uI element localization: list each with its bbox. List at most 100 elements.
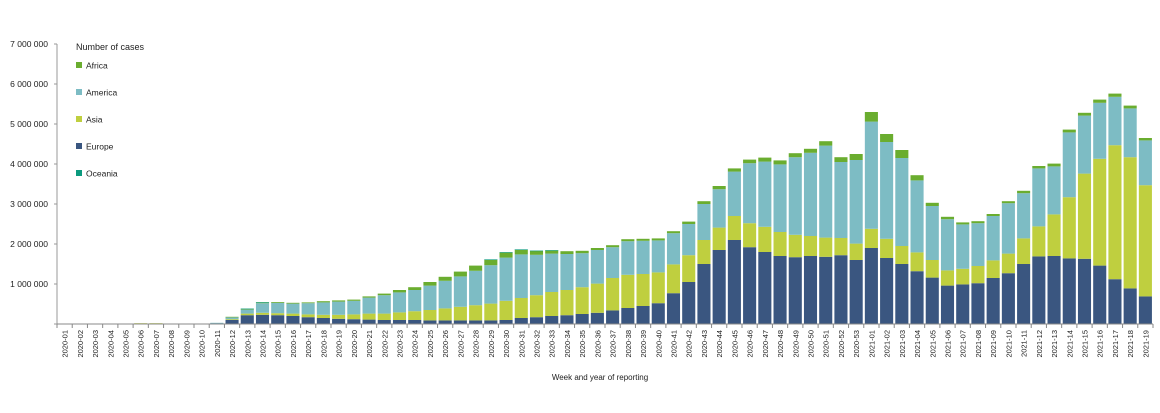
bar-segment-america-2021-15 xyxy=(1077,115,1092,174)
bar-segment-america-2020-52 xyxy=(834,162,848,238)
bar-segment-africa-2020-38 xyxy=(621,239,635,242)
x-tick-label: 2020-44 xyxy=(715,330,724,358)
x-tick-label: 2020-18 xyxy=(319,330,328,358)
x-tick-label: 2020-39 xyxy=(639,330,648,358)
bar-segment-america-2020-17 xyxy=(301,303,315,315)
y-tick-label: 3 000 000 xyxy=(10,199,48,209)
bar-segment-europe-2021-02 xyxy=(880,258,894,324)
bar-segment-asia-2020-38 xyxy=(621,274,635,308)
bar-segment-asia-2020-44 xyxy=(712,227,726,250)
bar-segment-america-2020-21 xyxy=(362,297,376,314)
bar-segment-asia-2021-09 xyxy=(986,260,1000,278)
x-tick-label: 2020-05 xyxy=(122,330,131,358)
bar-segment-europe-2021-18 xyxy=(1123,288,1137,324)
legend-label-europe: Europe xyxy=(86,142,114,152)
x-tick-label: 2020-03 xyxy=(91,330,100,358)
bar-segment-asia-2021-18 xyxy=(1123,157,1137,289)
bar-segment-europe-2020-44 xyxy=(712,250,726,324)
bar-segment-asia-2021-01 xyxy=(864,228,878,248)
bar-segment-asia-2021-17 xyxy=(1108,145,1122,280)
bar-segment-europe-2021-16 xyxy=(1093,265,1107,324)
bar-segment-africa-2020-41 xyxy=(666,231,681,234)
bar-segment-asia-2020-51 xyxy=(819,237,833,257)
bar-segment-europe-2020-32 xyxy=(529,317,544,324)
x-tick-label: 2020-11 xyxy=(213,330,222,357)
bar-segment-america-2021-02 xyxy=(880,142,894,239)
bar-segment-america-2020-20 xyxy=(347,300,361,315)
bar-segment-america-2020-30 xyxy=(499,257,513,301)
bar-segment-asia-2020-14 xyxy=(255,312,270,315)
bar-segment-asia-2021-04 xyxy=(910,252,924,272)
x-tick-label: 2021-02 xyxy=(883,330,892,358)
bar-segment-africa-2020-48 xyxy=(773,160,787,165)
bar-segment-africa-2020-49 xyxy=(788,153,802,158)
bar-segment-africa-2020-21 xyxy=(362,296,376,298)
bar-segment-africa-2021-08 xyxy=(971,221,985,224)
x-tick-label: 2020-31 xyxy=(517,330,526,358)
bar-segment-america-2020-33 xyxy=(545,253,559,292)
bar-segment-europe-2021-10 xyxy=(1001,273,1015,324)
bar-segment-asia-2020-47 xyxy=(758,226,772,252)
x-tick-label: 2021-10 xyxy=(1004,330,1013,358)
bar-segment-america-2020-36 xyxy=(590,250,604,284)
bar-segment-europe-2020-17 xyxy=(301,317,315,324)
bar-segment-africa-2020-47 xyxy=(758,157,772,162)
bar-segment-africa-2020-52 xyxy=(834,157,848,162)
bar-segment-asia-2020-17 xyxy=(301,314,315,318)
bar-segment-europe-2020-22 xyxy=(377,320,391,324)
bar-segment-asia-2021-11 xyxy=(1017,238,1031,264)
bar-segment-europe-2020-51 xyxy=(819,256,833,324)
bar-segment-asia-2020-27 xyxy=(453,306,467,321)
bars xyxy=(118,93,1152,325)
x-tick-label: 2020-47 xyxy=(761,330,770,358)
x-tick-label: 2020-53 xyxy=(852,330,861,358)
x-tick-label: 2020-33 xyxy=(548,330,557,358)
x-tick-label: 2021-04 xyxy=(913,330,922,358)
y-tick-label: 2 000 000 xyxy=(10,239,48,249)
bar-segment-africa-2020-43 xyxy=(697,201,711,204)
bar-segment-america-2020-34 xyxy=(560,254,574,290)
legend: Number of cases Africa America Asia Europe O… xyxy=(76,42,145,179)
legend-label-oceania: Oceania xyxy=(86,169,118,179)
bar-segment-asia-2020-12 xyxy=(225,319,239,320)
bar-segment-europe-2020-40 xyxy=(651,303,665,324)
bar-segment-asia-2020-18 xyxy=(316,314,330,318)
bar-segment-asia-2020-46 xyxy=(743,223,757,248)
bar-segment-asia-2020-25 xyxy=(423,310,437,321)
x-tick-label: 2020-19 xyxy=(335,330,344,358)
x-tick-label: 2020-25 xyxy=(426,330,435,358)
bar-segment-america-2020-32 xyxy=(529,254,544,296)
bar-segment-africa-2020-51 xyxy=(819,141,833,146)
bar-segment-america-2021-16 xyxy=(1093,102,1107,159)
bar-segment-africa-2021-17 xyxy=(1108,93,1122,97)
x-tick-label: 2020-51 xyxy=(822,330,831,358)
bar-segment-america-2020-40 xyxy=(651,240,665,273)
bar-segment-europe-2020-31 xyxy=(514,318,528,324)
bar-segment-europe-2020-18 xyxy=(316,318,330,324)
x-tick-label: 2020-22 xyxy=(380,330,389,358)
bar-segment-europe-2020-24 xyxy=(408,320,422,324)
bar-segment-america-2020-51 xyxy=(819,145,833,238)
bar-segment-asia-2020-22 xyxy=(377,313,391,320)
bar-segment-europe-2020-30 xyxy=(499,320,513,324)
bar-segment-asia-2021-12 xyxy=(1032,226,1046,257)
bar-segment-asia-2020-19 xyxy=(332,314,346,319)
bar-segment-africa-2020-24 xyxy=(408,287,422,290)
bar-segment-europe-2020-34 xyxy=(560,315,574,324)
x-tick-label: 2020-42 xyxy=(685,330,694,358)
bar-segment-america-2021-13 xyxy=(1047,166,1061,215)
x-tick-label: 2020-27 xyxy=(456,330,465,358)
bar-segment-oceania-2020-33 xyxy=(545,250,559,251)
bar-segment-america-2020-47 xyxy=(758,161,772,227)
bar-segment-asia-2020-29 xyxy=(484,303,498,321)
bar-segment-africa-2020-18 xyxy=(316,301,330,303)
y-tick-label: 5 000 000 xyxy=(10,119,48,129)
bar-segment-europe-2021-14 xyxy=(1062,258,1076,324)
bar-segment-america-2020-18 xyxy=(316,302,330,315)
x-tick-label: 2021-01 xyxy=(867,330,876,358)
x-tick-label: 2021-06 xyxy=(944,330,953,358)
x-tick-label: 2021-14 xyxy=(1065,330,1074,358)
bar-segment-america-2020-48 xyxy=(773,164,787,232)
bar-segment-africa-2021-12 xyxy=(1032,166,1046,169)
legend-label-africa: Africa xyxy=(86,61,108,71)
